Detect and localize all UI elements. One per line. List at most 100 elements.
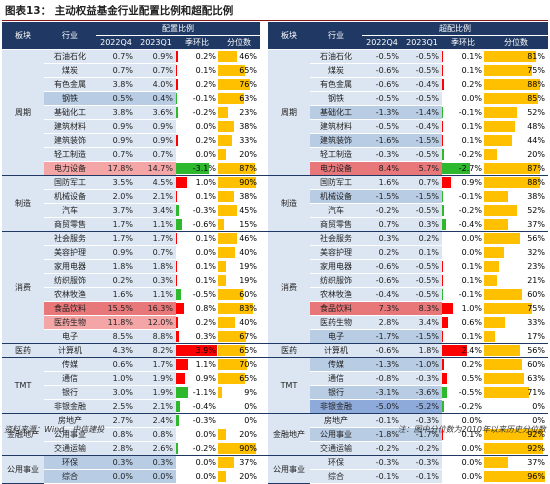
table-row: 有色金属 3.8% 4.0% 0.2% 76% 有色金属 -0.6% -0.4% 0.2% 88%	[2, 77, 548, 92]
percentile: 88%	[484, 175, 548, 190]
percentile-bar	[218, 289, 244, 300]
qoq-change: 0.0%	[442, 91, 484, 106]
percentile-bar	[484, 65, 532, 76]
industry-name: 医药生物	[310, 315, 362, 330]
qoq-change-text: 0.0%	[461, 233, 482, 243]
value-2022q4: -0.5%	[362, 119, 402, 134]
qoq-change-text: 0.6%	[461, 317, 482, 327]
value-2022q4: 0.7%	[362, 217, 402, 232]
percentile: 45%	[218, 203, 260, 218]
percentile-bar	[484, 149, 497, 160]
percentile: 17%	[484, 329, 548, 344]
percentile-text: 88%	[527, 177, 545, 187]
qoq-change: -0.1%	[442, 287, 484, 302]
percentile-text: 9%	[244, 387, 257, 397]
value-2023q1: 0.9%	[136, 119, 176, 134]
header-sector: 板块	[2, 22, 44, 50]
sector-cell: 公用事业	[268, 455, 310, 484]
percentile-text: 37%	[527, 457, 545, 467]
qoq-change-text: 0.1%	[461, 65, 482, 75]
source-note: 资料来源：Wind，中信建投	[4, 425, 105, 434]
percentile-bar	[218, 205, 237, 216]
header-over-group: 超配比例	[362, 22, 548, 36]
qoq-change-bar	[176, 205, 180, 216]
table-row: 公用事业 0.8% 0.8% 0.0% 20% 公用事业 -1.8% -1.7% 0.1% 92%	[2, 427, 548, 442]
percentile-text: 81%	[527, 51, 545, 61]
qoq-change-text: 1.1%	[195, 359, 216, 369]
industry-name: 商贸零售	[310, 217, 362, 232]
value-2022q4: 1.6%	[96, 287, 136, 302]
qoq-change: -0.2%	[176, 105, 218, 120]
percentile: 20%	[218, 469, 260, 484]
qoq-change-bar	[442, 303, 453, 314]
percentile: 15%	[218, 217, 260, 232]
qoq-change-bar	[442, 51, 444, 62]
industry-name: 公用事业	[310, 427, 362, 442]
percentile-bar	[218, 51, 238, 62]
header-q1: 2023Q1	[136, 35, 176, 50]
percentile-bar	[484, 191, 509, 202]
qoq-change: -0.4%	[442, 217, 484, 232]
percentile-bar	[484, 79, 541, 90]
percentile-text: 40%	[239, 317, 257, 327]
percentile-text: 76%	[239, 79, 257, 89]
value-2023q1: 1.1%	[136, 217, 176, 232]
percentile-bar	[484, 93, 539, 104]
qoq-change-text: 0.1%	[461, 135, 482, 145]
qoq-change: 0.1%	[442, 273, 484, 288]
value-2023q1: -0.5%	[402, 147, 442, 162]
value-2022q4: 0.3%	[362, 231, 402, 246]
sector-cell: 公用事业	[2, 455, 44, 484]
qoq-change: 0.0%	[176, 119, 218, 134]
percentile-text: 0%	[244, 401, 257, 411]
qoq-change-bar	[442, 317, 449, 328]
percentile: 37%	[218, 455, 260, 470]
percentile: 38%	[484, 189, 548, 204]
value-2022q4: -0.1%	[362, 469, 402, 484]
qoq-change: 0.2%	[176, 133, 218, 148]
qoq-change-bar	[176, 219, 183, 230]
percentile: 67%	[218, 329, 260, 344]
value-2023q1: 2.1%	[136, 189, 176, 204]
value-2022q4: 17.8%	[96, 161, 136, 176]
qoq-change: 0.0%	[442, 455, 484, 470]
qoq-change: -0.2%	[442, 203, 484, 218]
qoq-change-bar	[176, 93, 178, 104]
table-row: 纺织服饰 0.2% 0.3% 0.1% 19% 纺织服饰 -0.6% -0.5% 0.1% 21%	[2, 273, 548, 288]
value-2023q1: -1.5%	[402, 329, 442, 344]
sector-cell: 周期	[268, 49, 310, 176]
sector-cell: 医药	[2, 343, 44, 358]
value-2022q4: 1.7%	[96, 217, 136, 232]
percentile-bar	[484, 429, 543, 440]
qoq-change-bar	[176, 107, 179, 118]
value-2023q1: -3.6%	[402, 385, 442, 400]
qoq-change-text: -0.2%	[192, 443, 216, 453]
percentile: 56%	[484, 343, 548, 358]
percentile: 48%	[484, 119, 548, 134]
percentile-bar	[218, 261, 226, 272]
percentile-text: 17%	[527, 331, 545, 341]
header-pct-right: 分位数	[484, 35, 548, 50]
percentile-bar	[484, 107, 518, 118]
percentile-text: 92%	[527, 443, 545, 453]
sector-cell: 医药	[268, 343, 310, 358]
value-2023q1: 3.4%	[136, 203, 176, 218]
qoq-change: -0.2%	[442, 147, 484, 162]
table-row: 制造 国防军工 3.5% 4.5% 1.0% 90% 制造 国防军工 1.6% 0.7% 0.9% 8…	[2, 175, 548, 232]
industry-name: 农林牧渔	[44, 287, 96, 302]
percentile: 92%	[484, 427, 548, 442]
industry-name: 国防军工	[44, 175, 96, 190]
percentile-bar	[484, 359, 523, 370]
value-2022q4: 0.7%	[96, 49, 136, 64]
table-row: 基础化工 3.8% 3.6% -0.2% 23% 基础化工 -1.3% -1.4% -0.1% 5…	[2, 105, 548, 120]
percentile-text: 70%	[239, 359, 257, 369]
value-2023q1: 1.9%	[136, 371, 176, 386]
industry-name: 商贸零售	[44, 217, 96, 232]
percentile-bar	[484, 373, 525, 384]
value-2023q1: 8.2%	[136, 343, 176, 358]
percentile-bar	[484, 177, 541, 188]
qoq-change-text: 0.1%	[461, 261, 482, 271]
qoq-change-text: 0.9%	[195, 373, 216, 383]
sector-cell: 制造	[2, 175, 44, 232]
qoq-change: 0.1%	[442, 63, 484, 78]
